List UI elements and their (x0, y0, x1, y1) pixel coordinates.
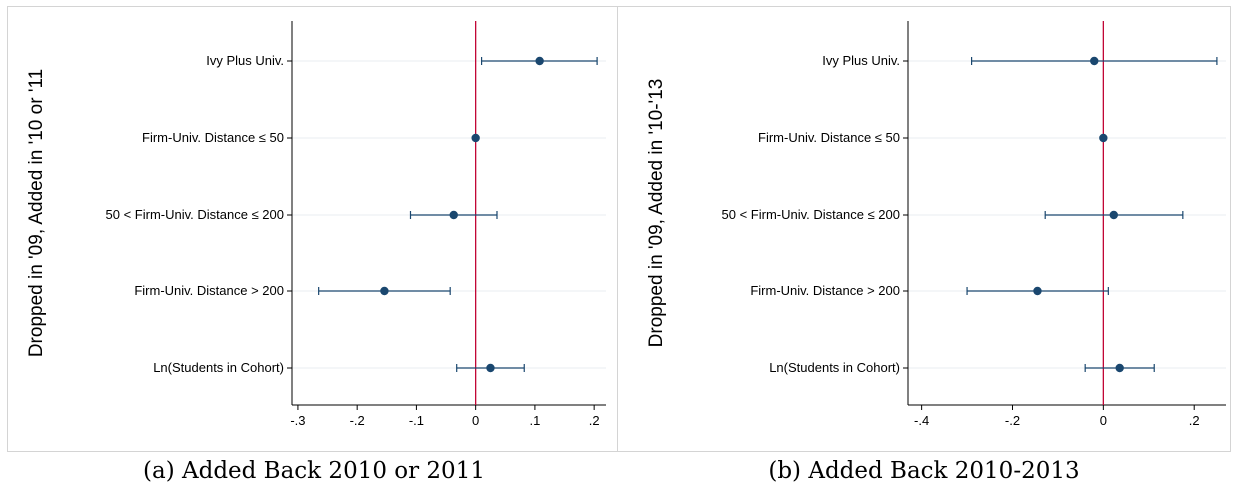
point-estimate (535, 56, 544, 66)
y-axis-title: Dropped in '09, Added in '10 or '11 (26, 69, 47, 357)
point-estimate (1033, 286, 1042, 296)
category-label: Ivy Plus Univ. (822, 53, 900, 68)
x-tick-label: .1 (529, 413, 540, 428)
point-estimate (380, 286, 389, 296)
category-label: Firm-Univ. Distance ≤ 50 (142, 130, 284, 145)
category-label: 50 < Firm-Univ. Distance ≤ 200 (722, 207, 900, 222)
point-estimate (1099, 133, 1108, 143)
x-tick-label: .2 (589, 413, 600, 428)
y-axis-title: Dropped in '09, Added in '10-'13 (646, 79, 667, 348)
x-tick-label: -.4 (914, 413, 929, 428)
point-estimate (1090, 56, 1099, 66)
category-label: 50 < Firm-Univ. Distance ≤ 200 (106, 207, 284, 222)
point-estimate (471, 133, 480, 143)
chart-b-svg: Ivy Plus Univ. Firm-Univ. Distance ≤ 50 50… (646, 21, 1226, 428)
category-label: Ln(Students in Cohort) (769, 360, 900, 375)
x-tick-label: -.3 (290, 413, 305, 428)
category-label: Firm-Univ. Distance ≤ 50 (758, 130, 900, 145)
x-tick-label: -.2 (350, 413, 365, 428)
point-estimate (1115, 363, 1124, 373)
x-tick-label: 0 (472, 413, 479, 428)
x-tick-label: -.2 (1005, 413, 1020, 428)
point-estimate (486, 363, 495, 373)
point-estimate (449, 210, 458, 220)
coefficient-plot-b: Ivy Plus Univ. Firm-Univ. Distance ≤ 50 50… (617, 6, 1231, 452)
chart-a-svg: Ivy Plus Univ. Firm-Univ. Distance ≤ 50 50… (26, 21, 606, 428)
category-label: Firm-Univ. Distance > 200 (134, 283, 284, 298)
point-estimate (1109, 210, 1118, 220)
caption-a: (a) Added Back 2010 or 2011 (143, 458, 485, 484)
category-label: Ivy Plus Univ. (206, 53, 284, 68)
category-label: Firm-Univ. Distance > 200 (750, 283, 900, 298)
caption-b: (b) Added Back 2010-2013 (768, 458, 1080, 484)
category-label: Ln(Students in Cohort) (153, 360, 284, 375)
x-tick-label: 0 (1100, 413, 1107, 428)
coefficient-plot-a: Ivy Plus Univ. Firm-Univ. Distance ≤ 50 50… (7, 6, 621, 452)
x-tick-label: .2 (1189, 413, 1200, 428)
x-tick-label: -.1 (409, 413, 424, 428)
